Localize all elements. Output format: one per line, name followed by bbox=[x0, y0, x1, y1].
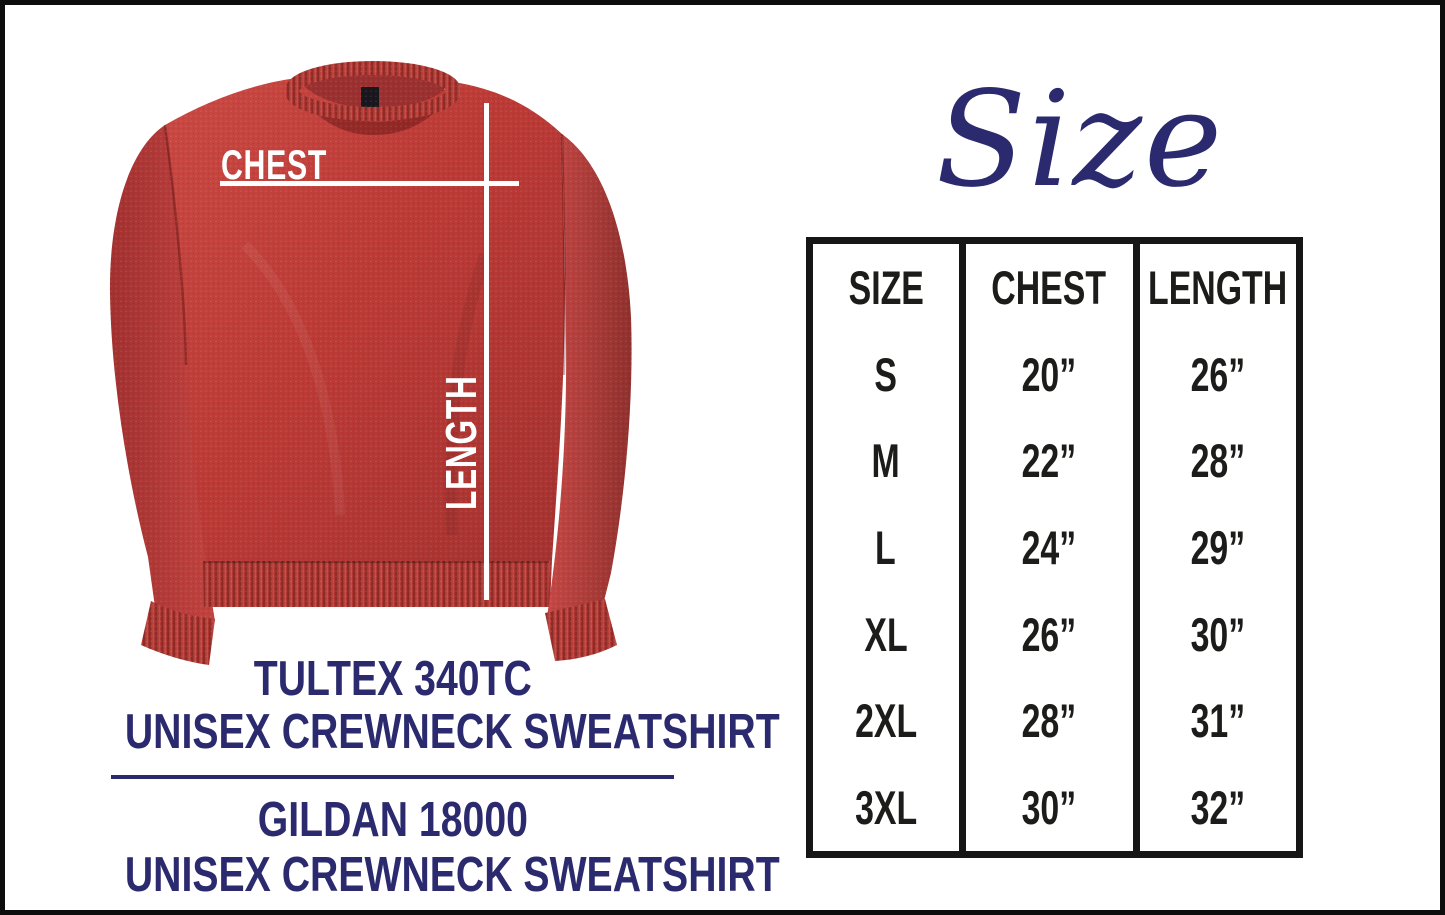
product-name-gildan: GILDAN 18000 bbox=[43, 796, 743, 845]
length-cell-row4: 30” bbox=[1140, 591, 1296, 678]
size-table-column-length: LENGTH 26” 28” 29” 30” 31” 32” bbox=[1140, 244, 1296, 851]
length-cell-row5-text: 31” bbox=[1190, 694, 1246, 748]
column-header-size-text: SIZE bbox=[848, 260, 924, 314]
product-name-tultex: TULTEX 340TC bbox=[43, 655, 743, 704]
chest-cell-row1: 20” bbox=[966, 331, 1133, 418]
length-cell-row1-text: 26” bbox=[1190, 347, 1246, 401]
chest-cell-row4-text: 26” bbox=[1021, 607, 1077, 661]
size-table: SIZE S M L XL 2XL 3XL CHEST 20” 22” 24” … bbox=[806, 237, 1303, 858]
chest-cell-row3: 24” bbox=[966, 504, 1133, 591]
length-measure-line bbox=[484, 103, 489, 600]
size-table-column-chest: CHEST 20” 22” 24” 26” 28” 30” bbox=[966, 244, 1140, 851]
size-cell-row6-text: 3XL bbox=[854, 781, 917, 835]
size-cell-row5: 2XL bbox=[813, 678, 959, 765]
size-table-column-size: SIZE S M L XL 2XL 3XL bbox=[813, 244, 966, 851]
product-name-tultex-text: TULTEX 340TC bbox=[253, 652, 533, 706]
size-cell-row1-text: S bbox=[874, 347, 898, 401]
chest-cell-row2: 22” bbox=[966, 417, 1133, 504]
chest-cell-row6: 30” bbox=[966, 764, 1133, 851]
sweatshirt-image bbox=[109, 60, 632, 665]
chest-cell-row6-text: 30” bbox=[1021, 781, 1077, 835]
product-name-gildan-text: GILDAN 18000 bbox=[257, 793, 529, 847]
column-header-chest: CHEST bbox=[966, 244, 1133, 331]
size-cell-row4: XL bbox=[813, 591, 959, 678]
size-cell-row2: M bbox=[813, 417, 959, 504]
chest-cell-row5: 28” bbox=[966, 678, 1133, 765]
product-desc-tultex-text: UNISEX CREWNECK SWEATSHIRT bbox=[124, 705, 780, 759]
length-cell-row3-text: 29” bbox=[1190, 521, 1246, 575]
chest-cell-row4: 26” bbox=[966, 591, 1133, 678]
chest-label-text: CHEST bbox=[221, 141, 328, 188]
length-cell-row6: 32” bbox=[1140, 764, 1296, 851]
column-header-length: LENGTH bbox=[1140, 244, 1296, 331]
length-measure-label: LENGTH bbox=[437, 375, 486, 510]
size-cell-row1: S bbox=[813, 331, 959, 418]
length-label-text: LENGTH bbox=[437, 375, 486, 510]
length-cell-row1: 26” bbox=[1140, 331, 1296, 418]
length-cell-row4-text: 30” bbox=[1190, 607, 1246, 661]
chest-cell-row5-text: 28” bbox=[1021, 694, 1077, 748]
column-header-length-text: LENGTH bbox=[1148, 260, 1288, 314]
length-cell-row2-text: 28” bbox=[1190, 434, 1246, 488]
size-cell-row3: L bbox=[813, 504, 959, 591]
chest-cell-row3-text: 24” bbox=[1021, 521, 1077, 575]
size-cell-row6: 3XL bbox=[813, 764, 959, 851]
chest-cell-row2-text: 22” bbox=[1021, 434, 1077, 488]
column-header-chest-text: CHEST bbox=[991, 260, 1107, 314]
chest-measure-label: CHEST bbox=[221, 144, 368, 186]
product-divider-line bbox=[111, 775, 674, 779]
column-header-size: SIZE bbox=[813, 244, 959, 331]
length-cell-row2: 28” bbox=[1140, 417, 1296, 504]
size-cell-row5-text: 2XL bbox=[854, 694, 917, 748]
size-cell-row2-text: M bbox=[871, 434, 900, 488]
length-cell-row5: 31” bbox=[1140, 678, 1296, 765]
length-cell-row3: 29” bbox=[1140, 504, 1296, 591]
size-cell-row4-text: XL bbox=[864, 607, 908, 661]
page-title: Size Chart bbox=[885, 63, 1274, 407]
product-desc-gildan: UNISEX CREWNECK SWEATSHIRT bbox=[43, 851, 780, 900]
size-cell-row3-text: L bbox=[875, 521, 897, 575]
product-desc-tultex: UNISEX CREWNECK SWEATSHIRT bbox=[43, 708, 780, 757]
length-cell-row6-text: 32” bbox=[1190, 781, 1246, 835]
chest-measure-line bbox=[220, 181, 519, 186]
chest-cell-row1-text: 20” bbox=[1021, 347, 1077, 401]
product-desc-gildan-text: UNISEX CREWNECK SWEATSHIRT bbox=[124, 848, 780, 902]
